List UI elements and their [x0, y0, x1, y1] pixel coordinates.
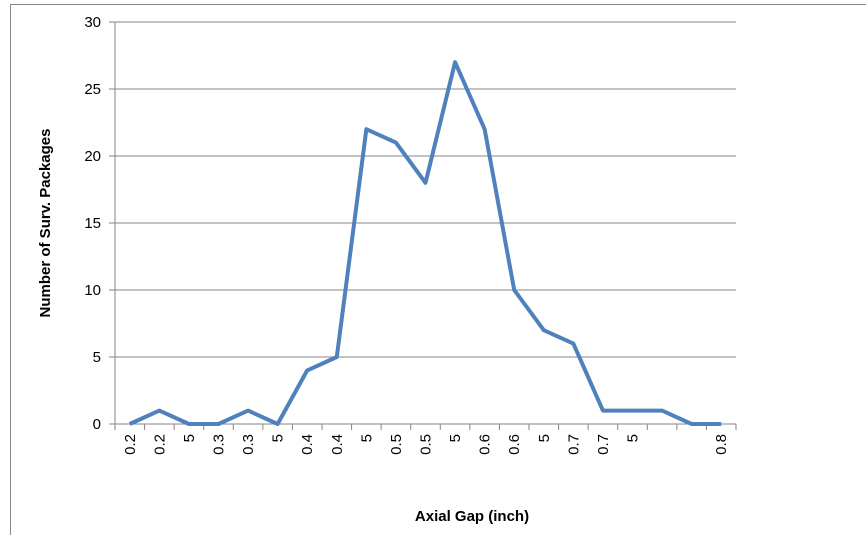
x-tick-label: 0.8: [713, 434, 730, 455]
x-tick-label: 0.3: [211, 434, 228, 455]
x-tick-label: 0.7: [565, 434, 582, 455]
y-tick-label: 20: [84, 148, 101, 165]
y-tick-label: 5: [93, 349, 101, 366]
x-tick-label: 5: [358, 434, 375, 442]
x-tick-label: 0.6: [506, 434, 523, 455]
y-tick-label: 25: [84, 81, 101, 98]
data-line: [128, 60, 722, 426]
x-tick-label: 0.4: [299, 434, 316, 455]
x-tick-label: 0.4: [329, 434, 346, 455]
x-tick-label: 0.2: [151, 434, 168, 455]
x-tick-label: 0.2: [122, 434, 139, 455]
x-tick-label: 5: [447, 434, 464, 442]
x-tick-label: 5: [536, 434, 553, 442]
x-tick-label: 0.5: [388, 434, 405, 455]
y-tick-label: 15: [84, 215, 101, 232]
x-tick-label: 0.6: [477, 434, 494, 455]
x-tick-label: 5: [625, 434, 642, 442]
chart-border: [10, 4, 866, 535]
x-tick-label: 0.3: [240, 434, 257, 455]
x-tick-label: 5: [181, 434, 198, 442]
x-tick-label: 0.5: [418, 434, 435, 455]
y-tick-label: 0: [93, 416, 101, 433]
x-tick-label: 0.7: [595, 434, 612, 455]
x-tick-label: 5: [270, 434, 287, 442]
y-axis-title: Number of Surv. Packages: [37, 129, 54, 318]
x-axis-title: Axial Gap (inch): [415, 508, 529, 525]
y-tick-label: 30: [84, 14, 101, 31]
y-tick-label: 10: [84, 282, 101, 299]
